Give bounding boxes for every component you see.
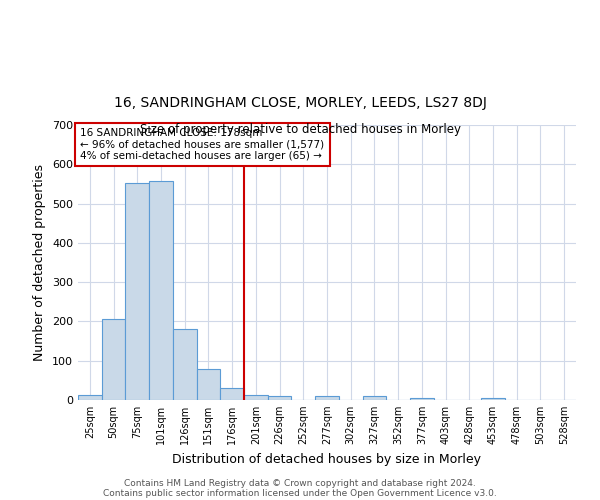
Bar bbox=[244, 395, 268, 400]
X-axis label: Distribution of detached houses by size in Morley: Distribution of detached houses by size … bbox=[173, 452, 482, 466]
Bar bbox=[149, 181, 173, 400]
Bar bbox=[315, 396, 339, 400]
Text: Contains public sector information licensed under the Open Government Licence v3: Contains public sector information licen… bbox=[103, 488, 497, 498]
Bar bbox=[481, 398, 505, 400]
Bar bbox=[173, 328, 197, 400]
Text: Size of property relative to detached houses in Morley: Size of property relative to detached ho… bbox=[139, 122, 461, 136]
Bar bbox=[220, 388, 244, 400]
Text: Contains HM Land Registry data © Crown copyright and database right 2024.: Contains HM Land Registry data © Crown c… bbox=[124, 478, 476, 488]
Bar bbox=[78, 396, 102, 400]
Bar bbox=[410, 398, 434, 400]
Bar bbox=[102, 318, 125, 400]
Bar bbox=[197, 370, 220, 400]
Text: 16, SANDRINGHAM CLOSE, MORLEY, LEEDS, LS27 8DJ: 16, SANDRINGHAM CLOSE, MORLEY, LEEDS, LS… bbox=[113, 96, 487, 110]
Bar bbox=[362, 396, 386, 400]
Y-axis label: Number of detached properties: Number of detached properties bbox=[34, 164, 46, 361]
Bar bbox=[268, 396, 292, 400]
Text: 16 SANDRINGHAM CLOSE: 178sqm
← 96% of detached houses are smaller (1,577)
4% of : 16 SANDRINGHAM CLOSE: 178sqm ← 96% of de… bbox=[80, 128, 325, 161]
Bar bbox=[125, 182, 149, 400]
